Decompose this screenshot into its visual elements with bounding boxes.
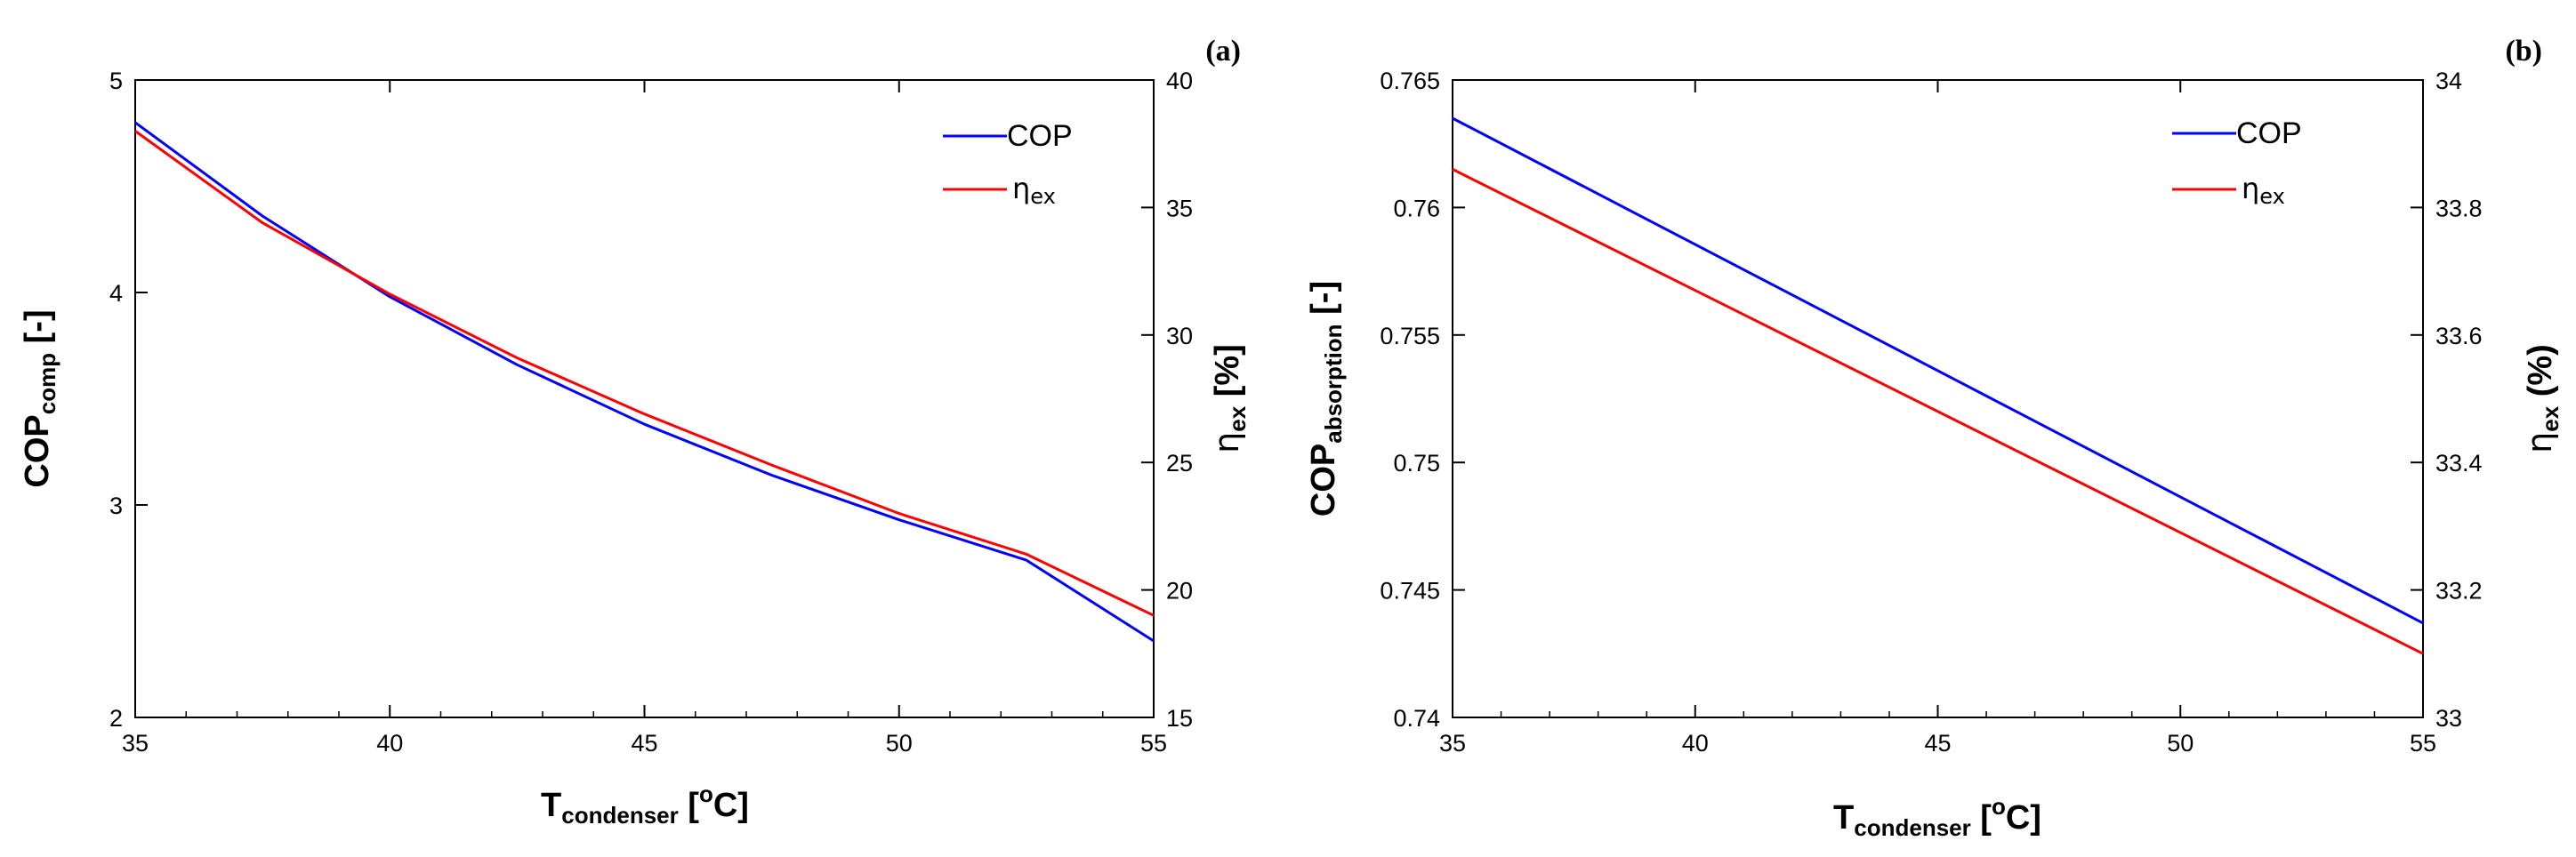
chart-panel-a: 35 40 45 50 552345152025303540COPηex(a)Tcond… xyxy=(19,35,1251,829)
x-tick-label: 35 xyxy=(1439,730,1466,757)
legend: COP ηex xyxy=(943,119,1073,209)
y-left-tick-label: 0.765 xyxy=(1380,68,1440,94)
legend-label-eta-ex: ηex xyxy=(1012,172,1056,209)
chart-panel-b: 35 40 45 50 55 0.74 0.745 0.75 0.755 0.76 0.765 33 3… xyxy=(1305,35,2564,841)
y-left-axis-label: COPcomp [-] xyxy=(19,309,60,487)
y-right-tick-label: 34 xyxy=(2435,68,2462,94)
x-tick-label: 40 xyxy=(376,730,403,757)
series-line-eta-ex xyxy=(1452,168,2424,655)
series-line-eta-ex xyxy=(134,130,1155,617)
y-right-tick-label: 30 xyxy=(1166,323,1193,349)
plot-frame xyxy=(1452,79,2424,718)
y-right-tick-label: 33.6 xyxy=(2435,323,2483,349)
y-left-tick-label: 0.745 xyxy=(1380,578,1440,605)
y-left-tick-label: 0.755 xyxy=(1380,323,1440,349)
y-right-axis-label: ηex [%] xyxy=(1207,344,1251,453)
legend-label-cop: COP xyxy=(1007,119,1073,153)
legend: COP ηex xyxy=(2172,116,2302,209)
y-right-tick-label: 33.8 xyxy=(2435,195,2483,221)
y-left-tick-label: 5 xyxy=(109,68,123,94)
y-right-tick-label: 20 xyxy=(1166,578,1193,605)
x-tick-label: 40 xyxy=(1682,730,1709,757)
y-left-tick-label: 3 xyxy=(109,493,123,519)
legend-label-cop: COP xyxy=(2236,116,2302,150)
y-left-tick-label: 2 xyxy=(109,705,123,732)
x-tick-label: 50 xyxy=(2167,730,2194,757)
x-axis-label: Tcondenser [oC] xyxy=(1833,793,2041,841)
x-tick-label: 55 xyxy=(2410,730,2436,757)
x-tick-label: 55 xyxy=(1140,730,1167,757)
y-right-tick-label: 33 xyxy=(2435,705,2462,732)
legend-label-eta-ex: ηex xyxy=(2242,172,2285,209)
plot-frame xyxy=(134,79,1155,718)
x-axis-label: Tcondenser [oC] xyxy=(541,781,749,829)
y-right-tick-label: 15 xyxy=(1166,705,1193,732)
y-right-tick-label: 40 xyxy=(1166,68,1193,94)
y-right-tick-label: 33.2 xyxy=(2435,578,2483,605)
y-left-tick-label: 0.75 xyxy=(1393,450,1440,477)
y-right-axis-label: ηex (%) xyxy=(2520,344,2564,453)
series-line-cop xyxy=(1452,116,2424,625)
panel-label: (a) xyxy=(1205,35,1241,68)
x-tick-label: 45 xyxy=(631,730,657,757)
panel-label: (b) xyxy=(2505,35,2542,68)
y-right-tick-label: 25 xyxy=(1166,450,1193,477)
x-tick-label: 35 xyxy=(122,730,149,757)
y-right-tick-label: 35 xyxy=(1166,195,1193,221)
y-left-tick-label: 0.76 xyxy=(1393,195,1440,221)
x-tick-label: 45 xyxy=(1924,730,1951,757)
y-left-tick-label: 0.74 xyxy=(1393,705,1440,732)
y-right-tick-label: 33.4 xyxy=(2435,450,2483,477)
series-line-cop xyxy=(134,121,1155,643)
x-tick-label: 50 xyxy=(886,730,913,757)
y-left-tick-label: 4 xyxy=(109,280,123,307)
y-left-axis-label: COPabsorption [-] xyxy=(1305,281,1347,517)
